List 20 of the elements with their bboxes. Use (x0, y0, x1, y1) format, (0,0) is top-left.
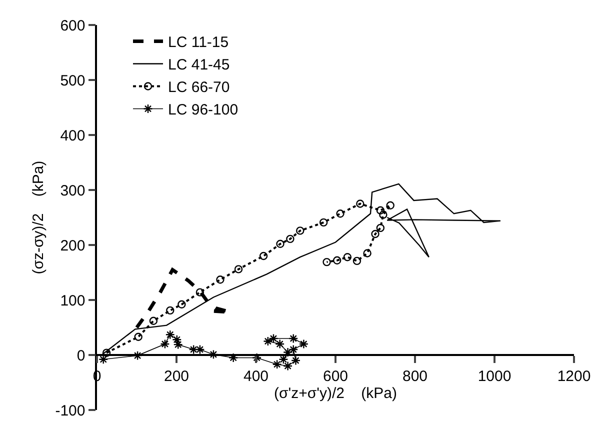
x-tick-label: 1000 (478, 368, 512, 385)
x-tick-label: 1200 (557, 368, 591, 385)
y-tick-label: 100 (60, 292, 86, 310)
y-tick-label: 300 (60, 182, 86, 200)
y-axis-title: (σz-σy)/2 (kPa) (30, 160, 47, 274)
legend-label: LC 96-100 (168, 102, 238, 119)
x-tick-label: 200 (164, 368, 190, 385)
legend-label: LC 11-15 (168, 34, 229, 52)
y-tick-label: -100 (55, 402, 86, 420)
y-tick-label: 200 (60, 237, 86, 254)
legend-label: LC 41-45 (168, 56, 230, 74)
x-tick-label: 600 (322, 368, 348, 385)
x-axis-title: (σ'z+σ'y)/2 (kPa) (274, 384, 398, 402)
y-tick-label: 400 (60, 127, 86, 144)
y-tick-label: 0 (76, 347, 86, 364)
x-tick-label: 800 (402, 368, 428, 385)
x-tick-label: 400 (243, 368, 269, 385)
legend-label: LC 66-70 (168, 79, 230, 96)
y-tick-label: 500 (60, 72, 86, 90)
y-tick-label: 600 (60, 17, 86, 34)
